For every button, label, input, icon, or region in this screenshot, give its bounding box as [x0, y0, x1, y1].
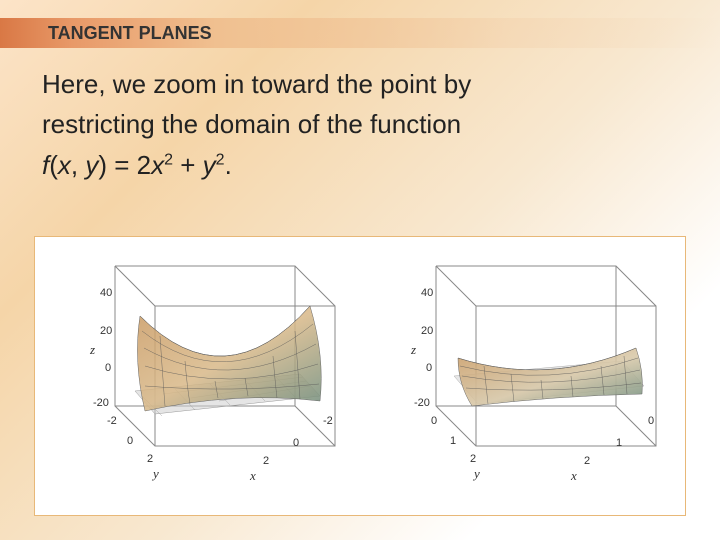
z-tick: 20	[421, 325, 433, 337]
y-tick: 2	[470, 453, 476, 465]
y-label: y	[151, 466, 159, 481]
y-tick: 1	[450, 435, 456, 447]
surface-right	[458, 348, 642, 406]
y-tick: -2	[107, 415, 117, 427]
z-tick: 0	[426, 362, 432, 374]
x-tick: -2	[323, 415, 333, 427]
x-tick: 2	[263, 455, 269, 467]
eq-period: .	[225, 150, 232, 180]
z-tick: 0	[105, 362, 111, 374]
x-tick: 2	[584, 455, 590, 467]
figure-container: 40 20 0 -20 z -2 0 2 y -2 0 2 x	[34, 236, 686, 516]
eq-sup2: 2	[216, 151, 225, 168]
y-tick: 0	[431, 415, 437, 427]
x-label: x	[570, 468, 577, 483]
y-label: y	[472, 466, 480, 481]
z-tick: -20	[93, 397, 109, 409]
y-tick: 0	[127, 435, 133, 447]
y-tick: 2	[147, 453, 153, 465]
x-label: x	[249, 468, 256, 483]
eq-sup1: 2	[164, 151, 173, 168]
z-label: z	[89, 342, 95, 357]
eq-eq: = 2	[107, 150, 151, 180]
z-tick: 40	[421, 287, 433, 299]
body-text: Here, we zoom in toward the point by res…	[42, 64, 680, 185]
header-title: TANGENT PLANES	[0, 23, 212, 44]
plot-left: 40 20 0 -20 z -2 0 2 y -2 0 2 x	[45, 246, 355, 506]
x-tick: 0	[293, 437, 299, 449]
z-tick: 20	[100, 325, 112, 337]
x-tick: 0	[648, 415, 654, 427]
plot-right: 40 20 0 -20 z 0 1 2 y 0 1 2 x	[366, 246, 676, 506]
eq-args: (x, y)	[49, 150, 107, 180]
surface-left	[137, 306, 321, 411]
body-line-2: restricting the domain of the function	[42, 104, 680, 144]
body-line-1: Here, we zoom in toward the point by	[42, 64, 680, 104]
eq-x: x	[151, 150, 164, 180]
eq-y: y	[203, 150, 216, 180]
eq-plus: +	[173, 150, 203, 180]
z-label: z	[410, 342, 416, 357]
body-equation: f(x, y) = 2x2 + y2.	[42, 145, 680, 185]
header-bar: TANGENT PLANES	[0, 18, 720, 48]
x-tick: 1	[616, 437, 622, 449]
z-tick: -20	[414, 397, 430, 409]
z-tick: 40	[100, 287, 112, 299]
